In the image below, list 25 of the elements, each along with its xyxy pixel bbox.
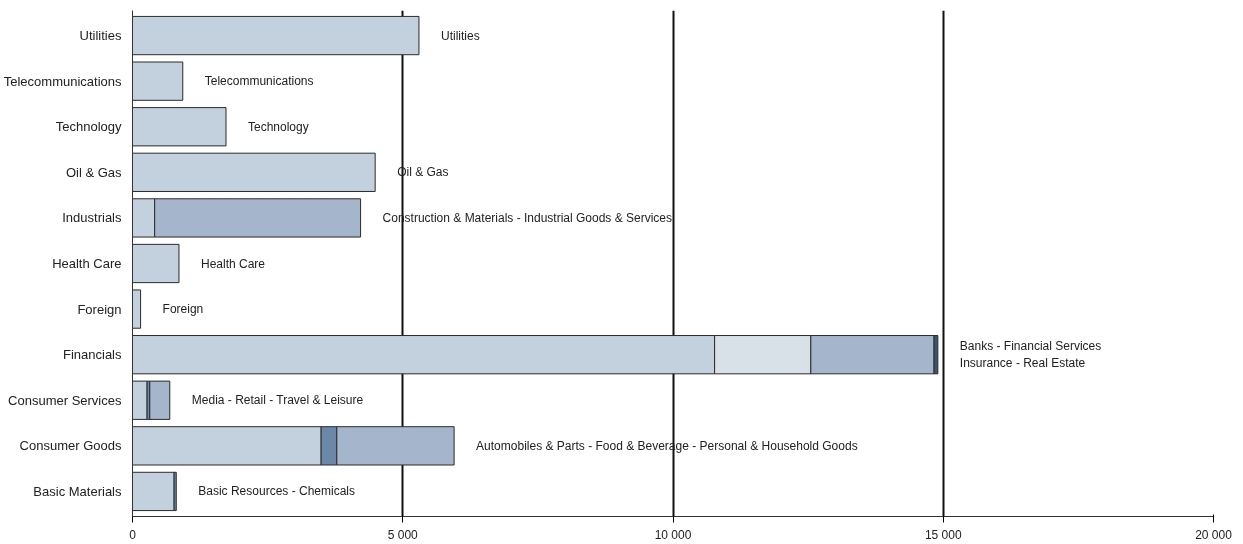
y-tick-label: Oil & Gas xyxy=(65,164,122,180)
annotation: Foreign xyxy=(162,302,204,317)
y-tick-label: Foreign xyxy=(77,301,122,317)
x-tick-label: 5 000 xyxy=(387,527,419,542)
y-tick-label: Financials xyxy=(62,347,122,363)
y-tick-label: Consumer Goods xyxy=(19,438,122,454)
annotation: Technology xyxy=(248,119,309,134)
y-tick-label: Basic Materials xyxy=(33,483,122,499)
annotation: Basic Resources - Chemicals xyxy=(198,484,355,499)
x-tick-label: 15 000 xyxy=(924,527,962,542)
y-tick-label: Utilities xyxy=(79,28,122,44)
y-tick-label: Health Care xyxy=(52,256,122,271)
x-tick-label: 10 000 xyxy=(654,527,692,542)
bar xyxy=(149,380,171,420)
annotation: Media - Retail - Travel & Leisure xyxy=(191,393,364,408)
annotation: Telecommunications xyxy=(204,74,314,89)
x-tick-label: 0 xyxy=(129,527,137,542)
x-tick-label: 20 000 xyxy=(1195,527,1233,542)
annotation: Health Care xyxy=(200,256,266,271)
y-tick-label: Industrials xyxy=(62,210,122,226)
y-tick-label: Consumer Services xyxy=(8,392,122,408)
y-tick-label: Technology xyxy=(55,119,122,135)
annotation: Utilities xyxy=(440,28,480,43)
annotation: Banks - Financial Services Insurance - Real Estate xyxy=(959,339,1102,371)
y-tick-label: Telecommunications xyxy=(3,73,122,89)
